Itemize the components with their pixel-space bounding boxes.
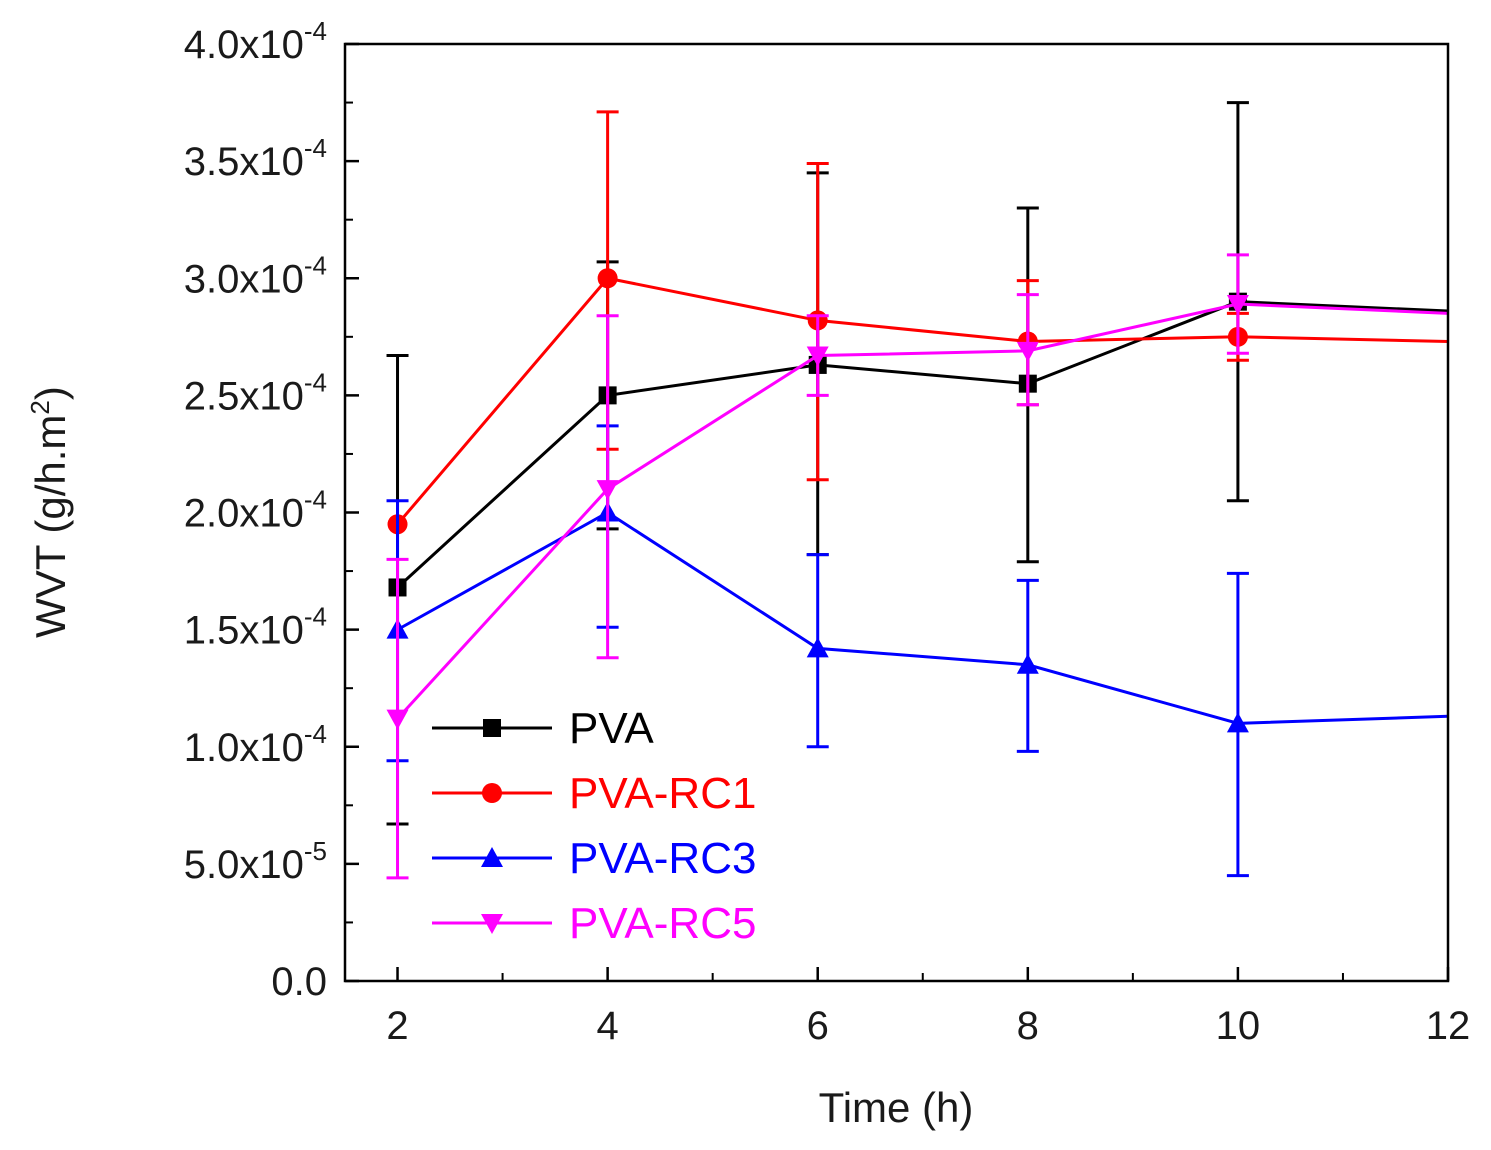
y-axis-title-close: ) — [27, 386, 74, 400]
legend-item: PVA-RC5 — [432, 899, 756, 948]
y-tick-label: 1.0x10-4 — [184, 719, 327, 770]
plot-frame — [343, 42, 1450, 983]
y-tick-label: 5.0x10-5 — [184, 836, 327, 887]
y-tick-exponent: -4 — [304, 16, 327, 46]
y-tick-mantissa: 1.5x10 — [184, 609, 304, 653]
y-tick-mantissa: 3.0x10 — [184, 257, 304, 301]
data-point — [806, 346, 829, 367]
y-axis-title-main: WVT (g/h.m — [27, 415, 74, 638]
series-line — [396, 300, 1449, 589]
legend-swatch-marker — [481, 914, 503, 934]
series-line — [396, 510, 1449, 725]
y-tick-label: 2.5x10-4 — [184, 367, 327, 418]
y-tick-mantissa: 2.0x10 — [184, 492, 304, 536]
y-tick-mantissa: 1.0x10 — [184, 726, 304, 770]
y-tick-exponent: -5 — [304, 836, 327, 866]
y-tick-label: 2.0x10-4 — [184, 485, 327, 536]
y-tick-exponent: -4 — [304, 485, 327, 515]
x-tick-label: 2 — [386, 1004, 408, 1048]
series-line — [396, 302, 1449, 720]
data-point — [1016, 653, 1039, 674]
data-point — [596, 480, 619, 501]
legend-label: PVA-RC1 — [569, 769, 756, 818]
y-tick-mantissa: 0.0 — [271, 960, 327, 1004]
axis-layer: 2 4 6 8 10 120.05.0x10-51.0x10-41.5x10-42.0x1… — [184, 16, 1470, 1048]
series-layer — [386, 101, 1449, 880]
x-tick-label: 8 — [1017, 1004, 1039, 1048]
legend-swatch-marker — [482, 783, 502, 803]
y-tick-label: 4.0x10-4 — [184, 16, 327, 67]
series-pva — [386, 101, 1449, 826]
series-pva-rc1 — [387, 110, 1449, 535]
y-tick-exponent: -4 — [304, 602, 327, 632]
y-axis-title: WVT (g/h.m2) — [25, 386, 74, 638]
y-tick-label: 0.0 — [271, 960, 327, 1004]
x-tick-label: 6 — [807, 1004, 829, 1048]
series-line — [396, 276, 1449, 526]
legend-label: PVA-RC5 — [569, 899, 756, 948]
y-tick-exponent: -4 — [304, 250, 327, 280]
y-tick-exponent: -4 — [304, 367, 327, 397]
data-point — [1226, 712, 1249, 733]
data-point — [597, 268, 618, 289]
data-point — [386, 709, 409, 730]
y-tick-mantissa: 5.0x10 — [184, 843, 304, 887]
x-tick-label: 12 — [1426, 1004, 1471, 1048]
legend-swatch-marker — [483, 719, 501, 737]
legend-item: PVA-RC3 — [432, 834, 756, 883]
y-tick-mantissa: 2.5x10 — [184, 374, 304, 418]
minor-tick-layer — [345, 101, 1344, 981]
legend-label: PVA — [569, 704, 654, 753]
y-tick-label: 3.0x10-4 — [184, 250, 327, 301]
y-tick-exponent: -4 — [304, 133, 327, 163]
data-point — [1016, 341, 1039, 362]
y-tick-exponent: -4 — [304, 719, 327, 749]
legend: PVA PVA-RC1 PVA-RC3 PVA-RC5 — [432, 704, 756, 948]
x-axis-title: Time (h) — [819, 1084, 974, 1131]
x-tick-label: 10 — [1216, 1004, 1261, 1048]
legend-item: PVA-RC1 — [432, 769, 756, 818]
data-point — [1226, 295, 1249, 316]
series-pva-rc5 — [386, 253, 1449, 880]
x-tick-label: 4 — [596, 1004, 618, 1048]
y-axis-title-sup: 2 — [25, 400, 55, 414]
y-tick-label: 3.5x10-4 — [184, 133, 327, 184]
legend-label: PVA-RC3 — [569, 834, 756, 883]
y-tick-mantissa: 4.0x10 — [184, 23, 304, 67]
legend-swatch-marker — [481, 847, 503, 867]
y-tick-label: 1.5x10-4 — [184, 602, 327, 653]
series-pva-rc3 — [386, 424, 1449, 878]
legend-item: PVA — [432, 704, 654, 753]
data-point — [806, 637, 829, 658]
y-tick-mantissa: 3.5x10 — [184, 140, 304, 184]
